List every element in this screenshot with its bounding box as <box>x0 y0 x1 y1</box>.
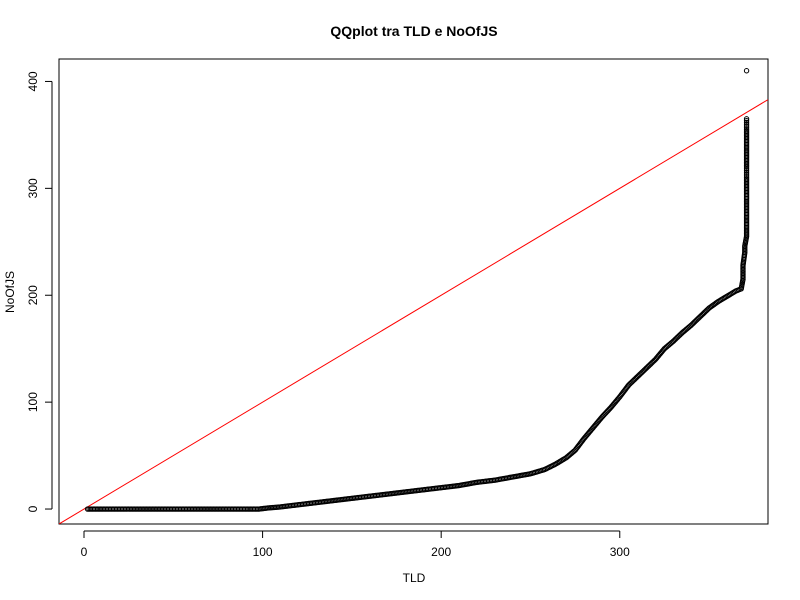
x-axis: 0 100 200 300 <box>81 530 630 559</box>
data-points <box>84 68 750 512</box>
data-point-fill <box>743 173 750 179</box>
data-point <box>743 116 750 122</box>
x-tick-label: 0 <box>81 545 88 559</box>
y-axis-label: NoOfJS <box>3 271 17 313</box>
data-point <box>743 121 750 127</box>
data-point-fill <box>743 117 750 124</box>
data-point-fill <box>743 119 750 126</box>
reference-line <box>59 99 768 524</box>
x-axis-label: TLD <box>403 571 426 585</box>
data-point-fill <box>743 167 750 174</box>
y-tick-label: 0 <box>26 505 40 512</box>
data-point <box>743 174 750 181</box>
y-tick-label: 300 <box>26 178 40 198</box>
data-point <box>743 169 750 176</box>
reference-line-layer <box>59 99 768 524</box>
y-axis: 0 100 200 300 400 <box>26 71 53 512</box>
x-tick-label: 300 <box>610 545 630 559</box>
data-point-fill <box>743 125 750 131</box>
data-point-fill <box>743 171 750 177</box>
chart-title: QQplot tra TLD e NoOfJS <box>330 23 497 39</box>
x-tick-label: 100 <box>253 545 273 559</box>
x-tick-label: 200 <box>431 545 451 559</box>
data-point <box>743 68 750 74</box>
y-tick-label: 100 <box>26 392 40 412</box>
plot-frame <box>58 58 769 525</box>
data-point-fill <box>743 123 750 129</box>
y-tick-label: 200 <box>26 285 40 305</box>
y-tick-label: 400 <box>26 71 40 91</box>
data-point <box>743 126 750 133</box>
